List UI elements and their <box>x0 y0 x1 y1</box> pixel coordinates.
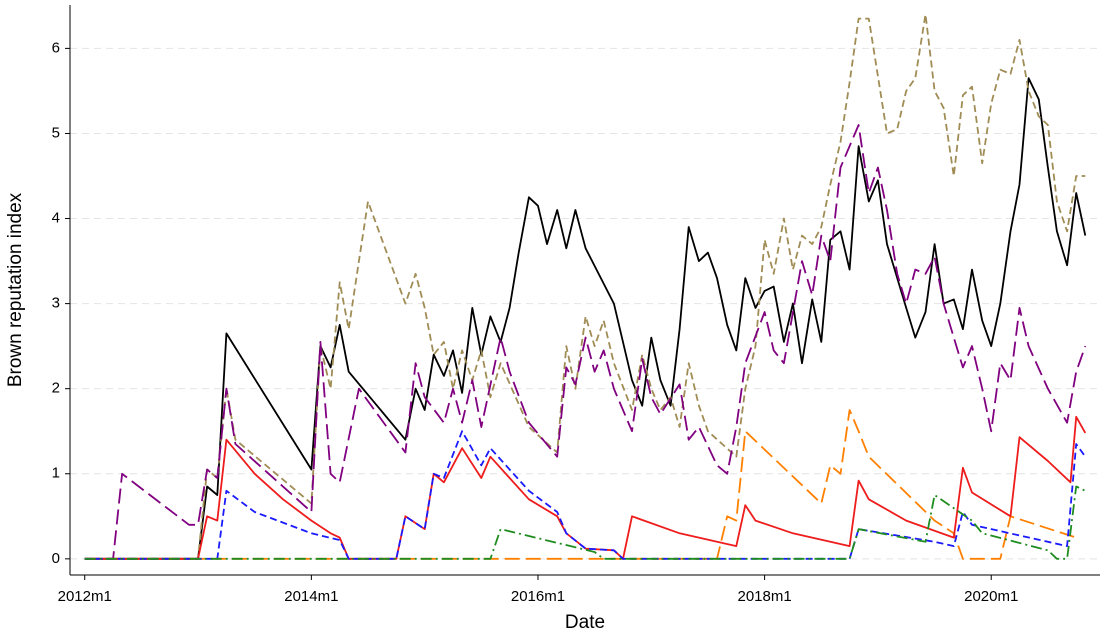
y-tick-label: 6 <box>52 39 60 56</box>
y-axis-title: Brown reputation index <box>5 192 26 387</box>
x-tick-label: 2014m1 <box>284 588 338 605</box>
line-series <box>84 13 1086 560</box>
x-tick-label: 2020m1 <box>964 588 1018 605</box>
x-tick-label: 2016m1 <box>511 588 565 605</box>
y-tick-label: 0 <box>52 550 60 567</box>
line-series <box>84 77 1087 560</box>
y-tick-label: 2 <box>52 380 60 397</box>
line-series <box>84 124 1087 560</box>
y-tick-label: 4 <box>52 210 60 227</box>
x-axis-title: Date <box>565 612 605 633</box>
y-tick-label: 3 <box>52 295 60 312</box>
line-series <box>84 430 1087 560</box>
x-tick-label: 2012m1 <box>58 588 112 605</box>
line-series <box>84 409 1077 560</box>
x-tick-label: 2018m1 <box>737 588 791 605</box>
y-tick-label: 1 <box>52 465 60 482</box>
line-series <box>84 485 1086 560</box>
y-tick-label: 5 <box>52 124 60 141</box>
